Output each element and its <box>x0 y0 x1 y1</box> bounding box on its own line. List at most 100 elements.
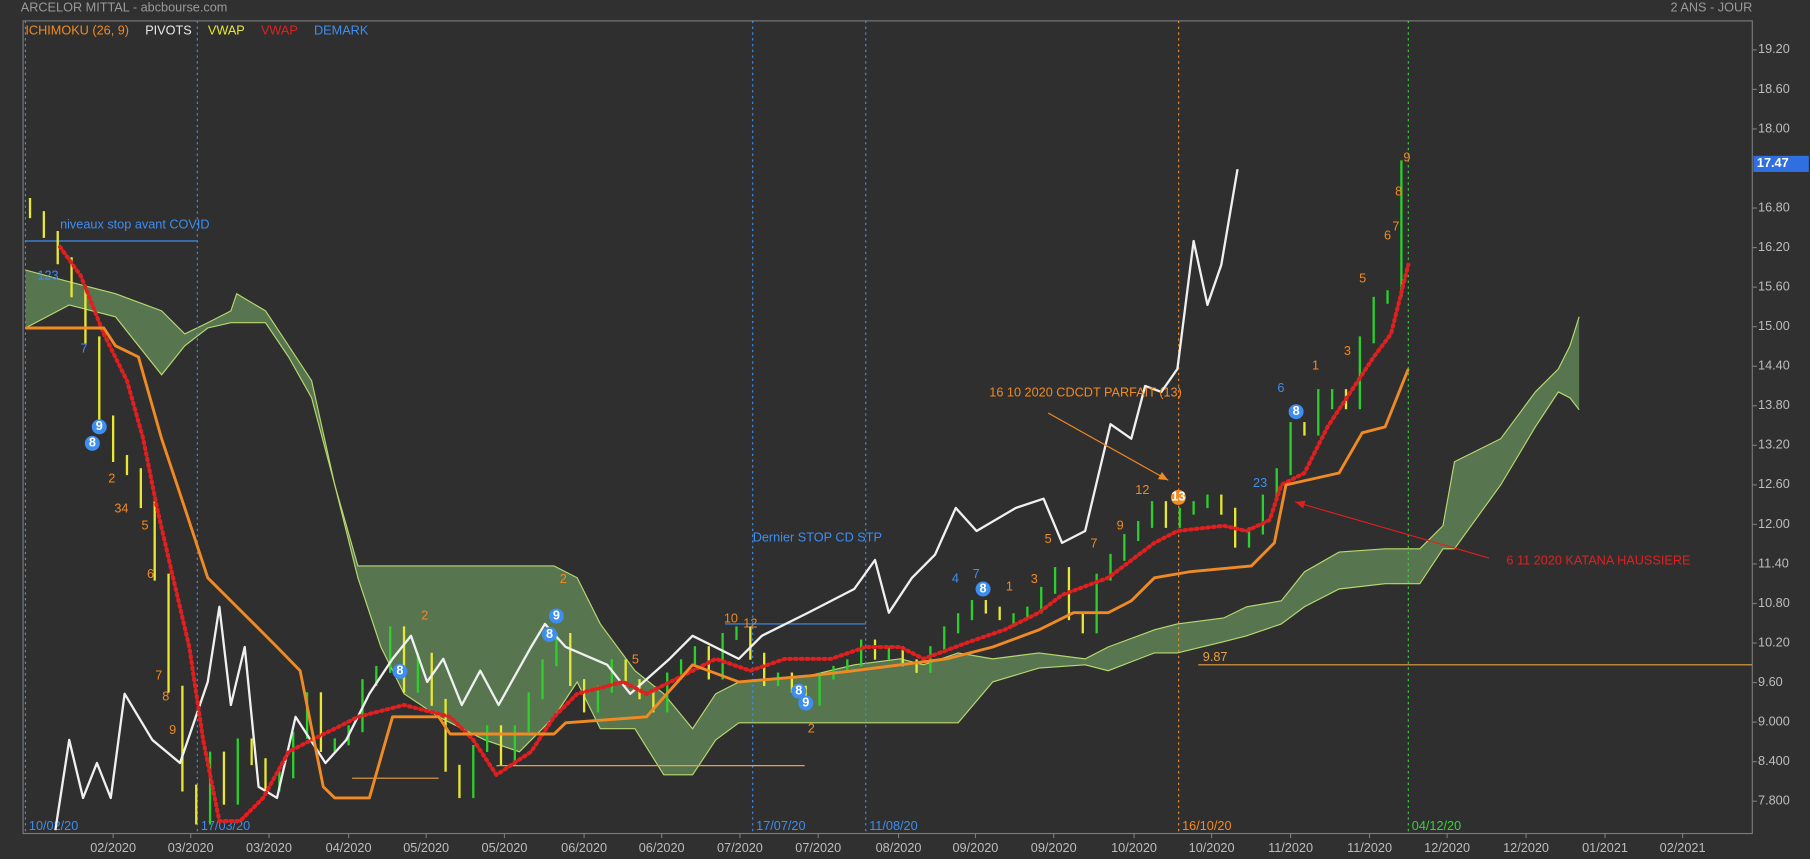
y-tick-label: 9.000 <box>1758 714 1790 728</box>
x-tick-label: 07/2020 <box>717 841 763 855</box>
demark-count: 8 <box>546 627 553 641</box>
annotation: niveaux stop avant COVID <box>60 218 210 232</box>
demark-count: 9 <box>1117 519 1124 533</box>
y-tick-label: 7.800 <box>1758 794 1790 808</box>
demark-count: 2 <box>808 722 815 736</box>
demark-circle <box>1288 404 1304 420</box>
x-tick-label: 05/2020 <box>403 841 449 855</box>
demark-circle <box>541 626 557 642</box>
arrow-head <box>1295 500 1306 509</box>
cloud-edge <box>25 304 1580 776</box>
annotation-arrow <box>1047 412 1169 481</box>
y-tick-label: 18.00 <box>1758 121 1790 135</box>
x-tick-label: 07/2020 <box>795 841 841 855</box>
demark-count: 7 <box>1090 537 1097 551</box>
x-tick-label: 11/2020 <box>1347 841 1392 855</box>
y-tick-label: 12.00 <box>1758 517 1790 531</box>
y-tick-label: 12.60 <box>1758 477 1790 491</box>
x-tick-label: 02/2020 <box>90 841 136 855</box>
legend-entry: DEMARK <box>314 24 369 38</box>
demark-count: 6 <box>1277 381 1284 395</box>
x-tick-label: 11/2020 <box>1268 841 1313 855</box>
x-tick-label: 09/2020 <box>1031 841 1077 855</box>
demark-circle <box>392 663 408 679</box>
demark-count: 7 <box>1392 220 1399 234</box>
demark-count: 10 <box>724 612 738 626</box>
legend-entry: VWAP <box>261 24 298 38</box>
y-tick-label: 16.80 <box>1758 200 1790 214</box>
x-tick-label: 05/2020 <box>482 841 528 855</box>
x-tick-label: 06/2020 <box>639 841 685 855</box>
y-tick-label: 15.60 <box>1758 279 1790 293</box>
demark-count: 8 <box>1395 185 1402 199</box>
ichimoku-cloud <box>25 269 1580 775</box>
demark-circle <box>1170 489 1186 505</box>
demark-count: 5 <box>1359 272 1366 286</box>
last-price-tag <box>1753 155 1809 172</box>
demark-circle <box>975 581 991 597</box>
y-tick-label: 10.20 <box>1758 635 1790 649</box>
demark-count: 8 <box>1293 404 1300 418</box>
y-tick-label: 14.40 <box>1758 359 1790 373</box>
x-tick-label: 04/2020 <box>326 841 372 855</box>
date-label: 16/10/20 <box>1182 819 1231 833</box>
x-tick-label: 01/2021 <box>1582 841 1628 855</box>
y-tick-label: 13.20 <box>1758 438 1790 452</box>
demark-count: 6 <box>1384 229 1391 243</box>
legend-entry: PIVOTS <box>145 24 192 38</box>
y-tick-label: 9.60 <box>1758 675 1783 689</box>
demark-count: 9 <box>96 419 103 433</box>
date-label: 04/12/20 <box>1412 819 1461 833</box>
demark-count: 12 <box>1135 483 1149 497</box>
demark-count: 2 <box>108 471 115 485</box>
legend-entry: ICHIMOKU (26, 9) <box>25 24 129 38</box>
annotation: Dernier STOP CD STP <box>753 531 882 545</box>
y-tick-label: 15.00 <box>1758 319 1790 333</box>
indicator-line <box>25 326 1410 800</box>
demark-count: 9 <box>169 723 176 737</box>
demark-count: 3 <box>1344 344 1351 358</box>
demark-count: 8 <box>162 689 169 703</box>
y-tick-label: 16.20 <box>1758 240 1790 254</box>
x-tick-label: 10/2020 <box>1111 841 1157 855</box>
demark-count: 23 <box>1253 476 1267 490</box>
demark-count: 5 <box>1045 532 1052 546</box>
demark-count: 8 <box>396 664 403 678</box>
x-tick-label: 03/2020 <box>168 841 214 855</box>
demark-count: 8 <box>795 684 802 698</box>
demark-count: 8 <box>980 581 987 595</box>
demark-count: 13 <box>1171 490 1185 504</box>
y-tick-label: 13.80 <box>1758 398 1790 412</box>
demark-count: 6 <box>147 567 154 581</box>
x-tick-label: 09/2020 <box>953 841 999 855</box>
demark-count: 123 <box>37 268 58 282</box>
chart-title: ARCELOR MITTAL - abcbourse.com <box>21 1 228 15</box>
demark-count: 2 <box>560 572 567 586</box>
last-price-label: 17.47 <box>1757 156 1789 170</box>
demark-count: 9 <box>1403 150 1410 164</box>
x-tick-label: 06/2020 <box>561 841 607 855</box>
demark-count: 12 <box>743 616 757 630</box>
demark-count: 9 <box>802 695 809 709</box>
x-tick-label: 12/2020 <box>1503 841 1549 855</box>
demark-count: 8 <box>89 436 96 450</box>
demark-count: 7 <box>973 567 980 581</box>
demark-circle <box>91 419 107 435</box>
date-label: 10/02/20 <box>29 819 78 833</box>
level-label: 9.87 <box>1203 650 1228 664</box>
legend-entry: VWAP <box>208 24 245 38</box>
date-label: 17/07/20 <box>756 819 805 833</box>
annotation: 6 11 2020 KATANA HAUSSIERE <box>1506 554 1690 568</box>
y-tick-label: 19.20 <box>1758 42 1790 56</box>
demark-count: 5 <box>141 519 148 533</box>
demark-count: 5 <box>632 653 639 667</box>
overlay: ICHIMOKU (26, 9) PIVOTS VWAP VWAP DEMARK 19.2… <box>25 24 1809 855</box>
timeframe: 2 ANS - JOUR <box>1671 1 1753 15</box>
y-tick-label: 11.40 <box>1758 556 1789 570</box>
demark-circle <box>798 695 814 711</box>
x-tick-label: 10/2020 <box>1189 841 1235 855</box>
demark-count: 2 <box>421 608 428 622</box>
y-tick-label: 8.400 <box>1758 754 1790 768</box>
demark-count: 3 <box>1031 572 1038 586</box>
